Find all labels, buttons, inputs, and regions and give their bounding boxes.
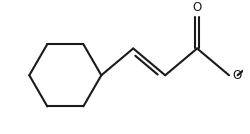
Text: O: O (232, 69, 241, 82)
Text: O: O (192, 1, 202, 14)
